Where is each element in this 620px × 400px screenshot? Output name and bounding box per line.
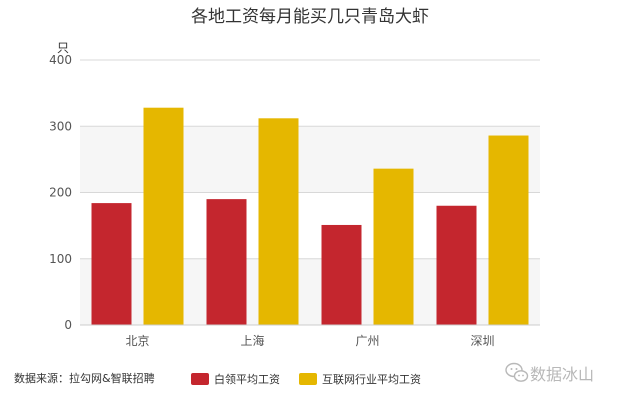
- brand-watermark: 数据冰山: [505, 362, 594, 384]
- brand-name: 数据冰山: [530, 365, 594, 384]
- bar-internet-1[interactable]: [258, 118, 299, 325]
- y-tick-label: 100: [49, 252, 72, 266]
- legend-label-white-collar[interactable]: 白领平均工资: [214, 372, 280, 386]
- x-tick-label: 上海: [240, 333, 264, 348]
- wechat-icon: [505, 362, 529, 382]
- source-note: 数据来源：拉勾网&智联招聘: [14, 371, 155, 385]
- bar-internet-0[interactable]: [143, 107, 184, 325]
- y-tick-label: 0: [64, 318, 72, 332]
- legend-label-internet[interactable]: 互联网行业平均工资: [322, 373, 421, 386]
- legend-swatch-internet: [299, 373, 317, 385]
- bar-white-collar-1[interactable]: [206, 199, 247, 325]
- y-tick-label: 400: [49, 53, 72, 67]
- x-axis-ticks: 北京 上海 广州 深圳: [125, 333, 494, 348]
- bar-white-collar-3[interactable]: [436, 205, 477, 325]
- bar-white-collar-2[interactable]: [321, 224, 362, 325]
- y-axis-unit-label: 只: [57, 41, 69, 55]
- chart-title: 各地工资每月能买几只青岛大虾: [191, 7, 429, 27]
- bar-internet-3[interactable]: [488, 135, 529, 325]
- y-axis-ticks: 0 100 200 300 400: [49, 53, 72, 332]
- y-tick-label: 200: [49, 186, 72, 200]
- x-tick-label: 广州: [355, 334, 379, 348]
- x-tick-label: 北京: [125, 334, 149, 348]
- x-tick-label: 深圳: [470, 334, 494, 348]
- legend-swatch-white-collar: [191, 373, 209, 385]
- y-tick-label: 300: [49, 119, 72, 133]
- bar-white-collar-0[interactable]: [91, 203, 132, 325]
- bars: [91, 107, 529, 325]
- legend: 白领平均工资 互联网行业平均工资: [191, 372, 421, 386]
- bar-internet-2[interactable]: [373, 168, 414, 325]
